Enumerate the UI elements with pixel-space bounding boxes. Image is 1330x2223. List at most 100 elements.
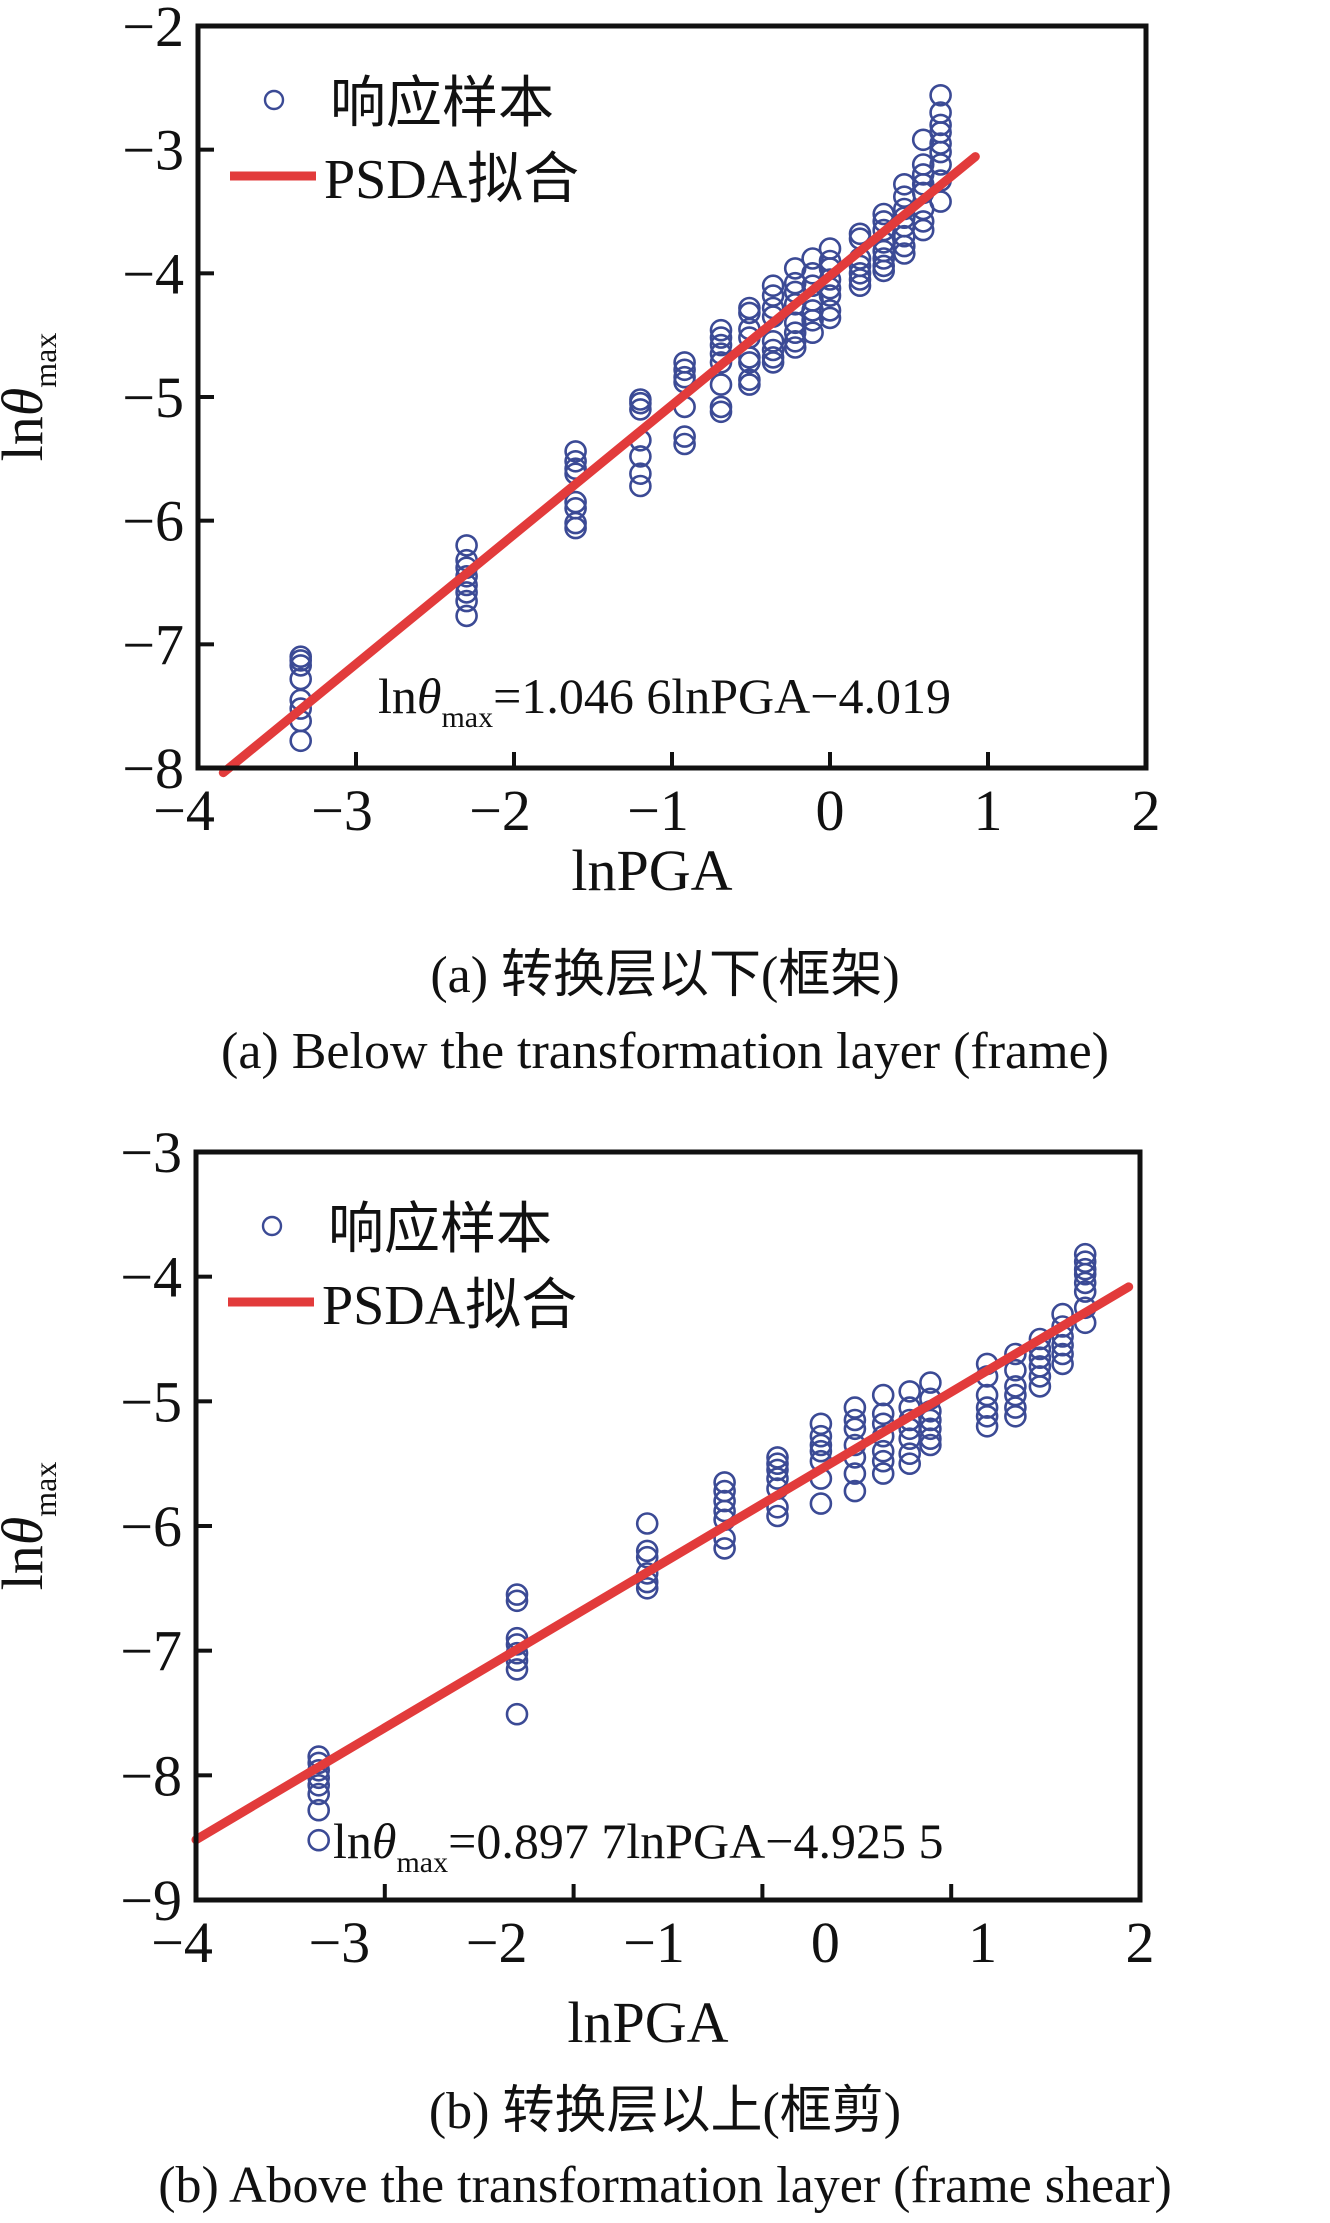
data-point — [848, 261, 872, 285]
data-point — [289, 667, 313, 691]
y-tick-label: −3 — [122, 118, 184, 183]
data-point — [929, 84, 952, 107]
data-point — [809, 1424, 833, 1448]
data-point — [929, 140, 952, 164]
data-point — [783, 329, 807, 353]
data-point — [898, 1442, 922, 1465]
equation-subscript: max — [441, 701, 493, 734]
data-point — [713, 1471, 736, 1494]
data-point — [289, 697, 313, 720]
caption-a-english: (a) Below the transformation layer (fram… — [221, 1023, 1109, 1080]
data-point — [809, 1433, 833, 1457]
data-point — [564, 516, 587, 540]
data-point — [564, 511, 587, 535]
plot-frame-a — [195, 23, 1149, 771]
data-point — [872, 247, 896, 270]
data-point — [505, 1702, 529, 1726]
data-point — [307, 1828, 331, 1852]
caption-a-chinese: (a) 转换层以下(框架) — [430, 947, 899, 1004]
data-point — [848, 268, 872, 291]
x-tick-label: −1 — [623, 1910, 685, 1975]
data-point — [783, 311, 807, 335]
y-tick-label: −9 — [120, 1868, 182, 1933]
data-point — [809, 1492, 833, 1515]
data-point — [766, 1504, 789, 1528]
data-point — [843, 1462, 867, 1485]
data-point — [635, 1577, 659, 1600]
equation-ln: ln — [333, 1813, 372, 1869]
psda-fit-line — [191, 1282, 1134, 1845]
data-point — [1073, 1280, 1097, 1303]
y-tick-label: −6 — [120, 1494, 182, 1559]
data-point — [1028, 1327, 1052, 1351]
equation-theta: θ — [372, 1813, 397, 1869]
data-point — [766, 1452, 789, 1475]
data-point — [1004, 1358, 1027, 1382]
legend-label-fit: PSDA拟合 — [324, 149, 579, 211]
data-point — [843, 1417, 867, 1441]
data-point — [818, 306, 842, 330]
data-point — [738, 296, 761, 320]
data-point — [307, 1782, 331, 1806]
data-point — [1028, 1375, 1052, 1398]
data-point — [289, 729, 313, 753]
data-point — [709, 318, 733, 342]
legend-label-fit: PSDA拟合 — [322, 1275, 577, 1337]
data-point — [629, 445, 652, 468]
equation-ln: ln — [378, 668, 417, 724]
data-point — [289, 654, 313, 677]
y-tick-label: −3 — [120, 1120, 182, 1185]
data-point — [1051, 1315, 1074, 1338]
data-point — [738, 373, 761, 396]
x-axis-title-b: lnPGA — [567, 1990, 728, 2055]
y-title-subscript: max — [27, 333, 63, 388]
y-title-subscript: max — [27, 1462, 63, 1517]
data-point — [1028, 1365, 1052, 1388]
data-point — [872, 259, 896, 283]
data-point — [919, 1427, 942, 1450]
y-tick-label: −4 — [120, 1245, 182, 1310]
data-point — [929, 153, 952, 176]
data-point — [455, 604, 478, 628]
equation-subscript: max — [396, 1846, 448, 1879]
x-tick-label: −3 — [308, 1910, 370, 1975]
data-point — [709, 395, 733, 419]
data-point — [783, 321, 807, 345]
data-point — [738, 351, 761, 374]
x-axis-title-a: lnPGA — [571, 838, 732, 903]
data-point — [307, 1774, 331, 1797]
data-point — [709, 400, 733, 424]
y-tick-label: −7 — [120, 1619, 182, 1684]
x-tick-label: −4 — [151, 1910, 213, 1975]
y-tick-label: −2 — [122, 0, 184, 59]
legend-marker-icon — [263, 89, 285, 111]
data-point — [911, 210, 935, 233]
y-tick-label: −6 — [122, 489, 184, 554]
data-point — [801, 308, 824, 332]
data-point — [843, 1479, 867, 1503]
data-point — [455, 589, 478, 613]
data-point — [1004, 1342, 1027, 1366]
data-point — [673, 432, 696, 456]
data-point — [766, 1467, 789, 1490]
y-axis-title-a: lnθmax — [0, 333, 63, 462]
data-point — [761, 338, 785, 362]
data-point — [673, 358, 696, 382]
plot-frame-b — [193, 1149, 1143, 1903]
data-point — [709, 326, 733, 349]
x-tick-label: 1 — [974, 778, 1003, 843]
equation-a: lnθmax=1.046 6lnPGA−4.019 — [378, 668, 951, 734]
x-tick-label: −2 — [469, 778, 531, 843]
data-point — [1051, 1342, 1074, 1366]
data-point — [1051, 1352, 1074, 1376]
ticks-a: −4 −3 −2 −1 0 1 2 −2 −3 −4 −5 −6 −7 −8 — [122, 0, 1160, 843]
y-axis-title-b: lnθmax — [0, 1462, 63, 1591]
data-point — [761, 274, 785, 298]
x-tick-label: −1 — [627, 778, 689, 843]
data-point — [919, 1417, 942, 1441]
x-tick-label: −2 — [466, 1910, 528, 1975]
data-point — [629, 391, 652, 415]
data-point — [709, 333, 733, 357]
data-point — [871, 1402, 895, 1426]
